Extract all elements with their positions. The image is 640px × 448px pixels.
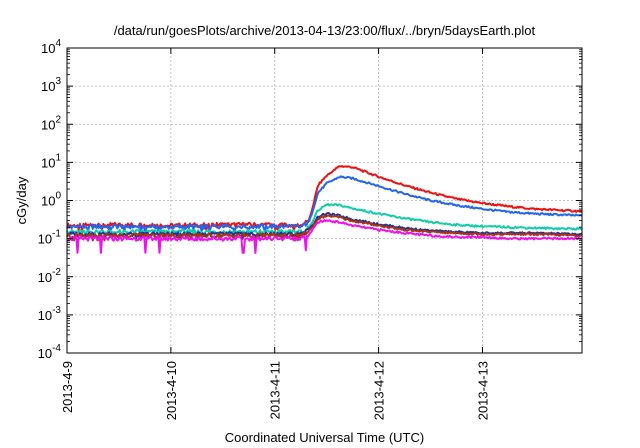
y-tick-base: 10 [41,79,55,94]
y-tick-label: 10-3 [38,305,62,323]
grid [67,48,582,353]
y-tick-exponent: -4 [52,343,61,354]
series-line-6 [66,218,583,254]
series-line-3 [66,203,583,238]
y-tick-base: 10 [41,194,55,209]
x-tick-label: 2013-4-12 [372,361,387,420]
y-tick-base: 10 [41,117,55,132]
x-tick-label: 2013-4-10 [164,361,179,420]
y-tick-base: 10 [41,41,55,56]
ticks [66,47,582,354]
y-axis-label: cGy/day [14,176,29,224]
x-tick-label: 2013-4-11 [268,361,283,419]
x-tick-labels: 2013-4-9 2013-4-10 2013-4-11 2013-4-12 2013-… [60,361,490,420]
y-tick-base: 10 [41,155,55,170]
y-tick-label: 100 [41,191,61,209]
y-tick-exponent: 3 [55,76,61,87]
x-axis-label: Coordinated Universal Time (UTC) [225,430,424,445]
y-tick-label: 10-4 [38,343,62,361]
y-tick-label: 103 [41,76,61,94]
series-line-2 [66,175,583,233]
y-tick-base: 10 [38,232,52,247]
y-tick-base: 10 [38,308,52,323]
y-tick-base: 10 [38,270,52,285]
chart-title: /data/run/goesPlots/archive/2013-04-13/2… [114,23,536,38]
x-tick-label: 2013-4-13 [475,361,490,420]
y-tick-exponent: -3 [52,305,61,316]
x-tick-label: 2013-4-9 [60,361,75,413]
y-tick-exponent: -2 [52,267,61,278]
y-tick-label: 10-1 [38,229,62,247]
y-tick-label: 101 [41,152,61,170]
y-tick-label: 102 [41,114,61,132]
y-tick-label: 104 [41,38,61,56]
series-layer [66,165,583,254]
y-tick-exponent: 4 [55,38,61,49]
y-tick-exponent: -1 [52,229,61,240]
y-tick-exponent: 1 [55,152,61,163]
y-tick-exponent: 0 [55,191,61,202]
y-tick-label: 10-2 [38,267,62,285]
y-tick-exponent: 2 [55,114,61,125]
y-tick-base: 10 [38,346,52,361]
series-line-5 [66,214,583,242]
